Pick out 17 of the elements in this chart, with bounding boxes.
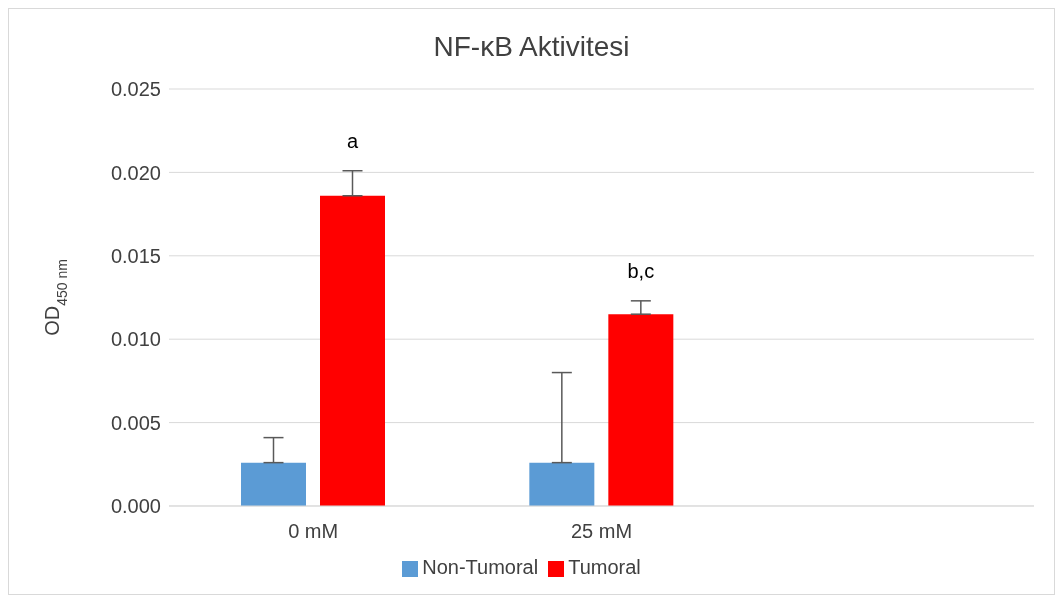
annotation: b,c bbox=[627, 260, 655, 283]
chart-title: NF-κB Aktivitesi bbox=[432, 30, 631, 64]
bar bbox=[241, 462, 306, 506]
bar bbox=[529, 462, 595, 506]
x-tick-label: 0 mM bbox=[288, 520, 339, 543]
y-tick-label: 0.005 bbox=[110, 411, 161, 434]
annotation: a bbox=[346, 130, 359, 153]
y-tick-label: 0.020 bbox=[110, 161, 161, 184]
legend-label: Tumoral bbox=[568, 556, 641, 578]
y-tick-label: 0.010 bbox=[110, 328, 161, 351]
y-tick-label: 0.000 bbox=[110, 495, 161, 518]
legend-label: Non-Tumoral bbox=[422, 556, 539, 578]
bar bbox=[320, 195, 385, 506]
y-tick-label: 0.025 bbox=[110, 78, 161, 101]
x-tick-label: 25 mM bbox=[570, 520, 633, 543]
bar bbox=[608, 314, 674, 506]
y-tick-label: 0.015 bbox=[110, 244, 161, 267]
